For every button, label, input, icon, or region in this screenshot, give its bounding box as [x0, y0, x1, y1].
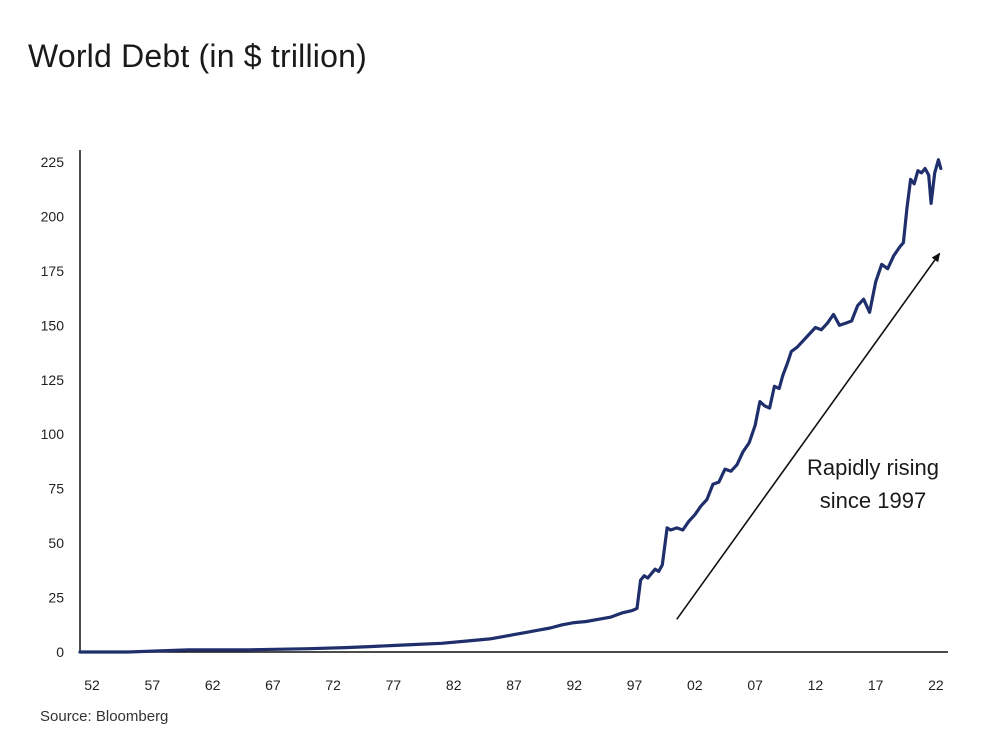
y-tick-label: 50: [48, 535, 64, 551]
x-tick-label: 52: [84, 677, 100, 693]
x-tick-label: 07: [747, 677, 763, 693]
y-tick-label: 175: [41, 263, 65, 279]
x-tick-label: 62: [205, 677, 221, 693]
y-tick-label: 25: [48, 590, 64, 606]
x-tick-label: 22: [928, 677, 944, 693]
x-tick-label: 17: [868, 677, 884, 693]
x-tick-label: 02: [687, 677, 703, 693]
y-tick-label: 75: [48, 481, 64, 497]
y-tick-label: 100: [41, 426, 65, 442]
x-tick-label: 92: [566, 677, 582, 693]
y-tick-label: 150: [41, 317, 65, 333]
x-tick-label: 12: [808, 677, 824, 693]
x-tick-label: 67: [265, 677, 281, 693]
annotation-line-2: since 1997: [820, 488, 926, 513]
y-tick-label: 225: [41, 154, 65, 170]
chart-title: World Debt (in $ trillion): [28, 38, 367, 74]
x-tick-label: 82: [446, 677, 462, 693]
source-note: Source: Bloomberg: [40, 708, 169, 725]
x-tick-label: 57: [145, 677, 161, 693]
trend-arrow: [676, 252, 941, 620]
x-tick-label: 87: [506, 677, 522, 693]
y-tick-label: 200: [41, 208, 65, 224]
y-tick-label: 0: [56, 644, 64, 660]
x-tick-label: 97: [627, 677, 643, 693]
y-tick-label: 125: [41, 372, 65, 388]
x-tick-label: 72: [325, 677, 341, 693]
x-tick-label: 77: [386, 677, 402, 693]
annotation-line-1: Rapidly rising: [807, 455, 939, 480]
world-debt-series-line: [78, 158, 943, 654]
